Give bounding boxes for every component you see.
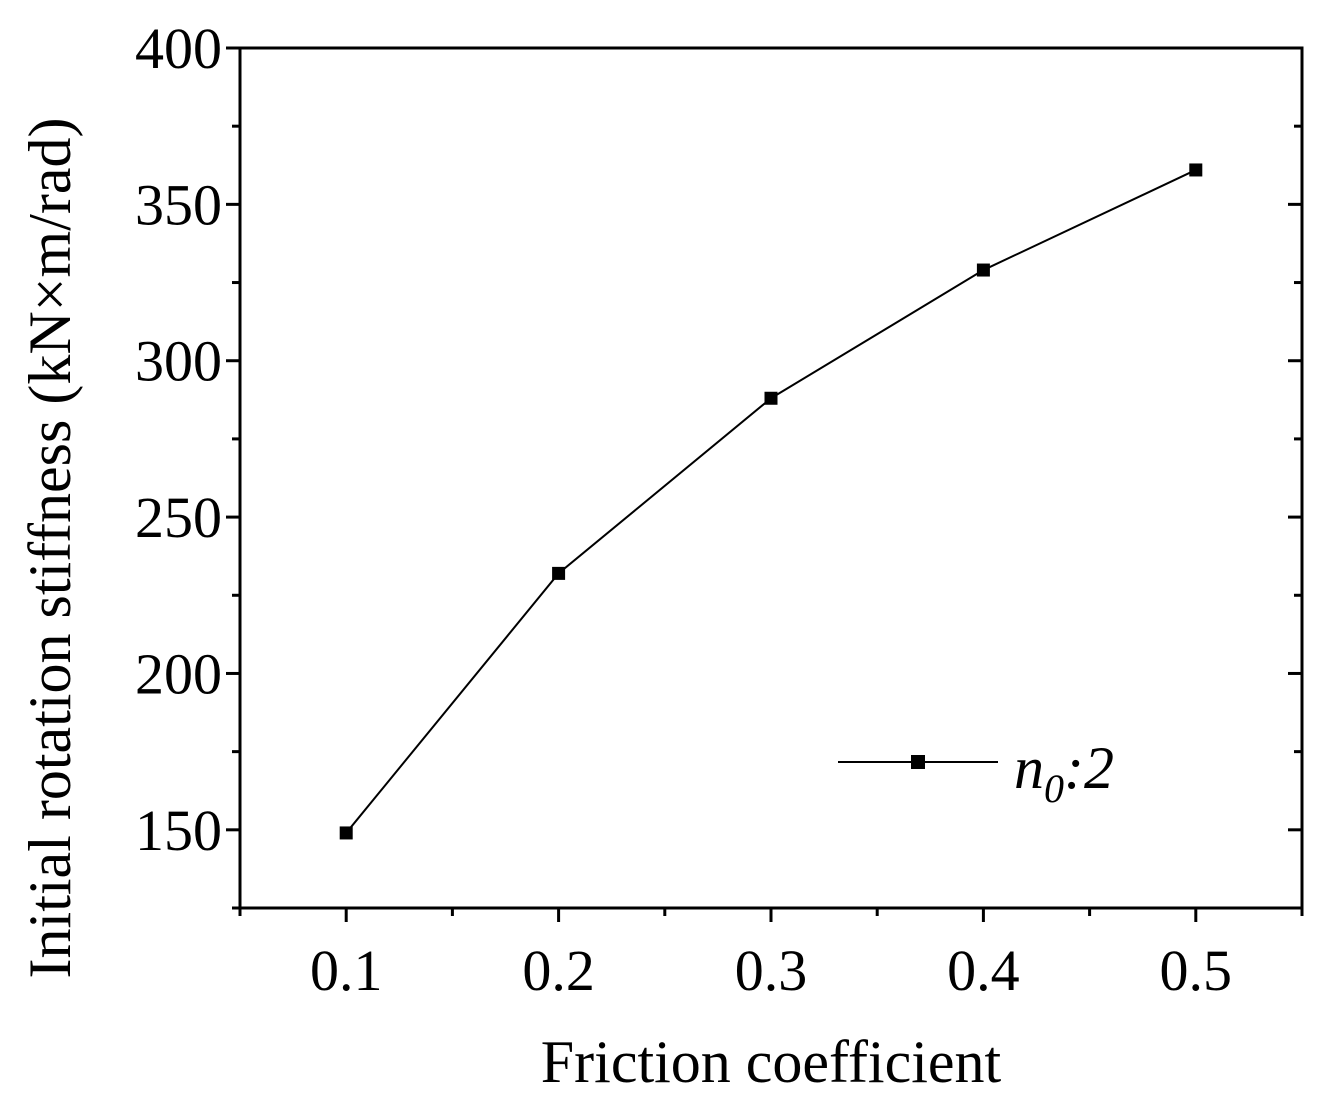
y-tick-label: 400 [135,16,222,81]
y-axis-title: Initial rotation stiffness (kN×m/rad) [17,118,83,979]
y-tick-label: 250 [135,485,222,550]
data-point [339,826,353,840]
x-tick-labels: 0.1 0.2 0.3 0.4 0.5 [310,938,1232,1003]
y-tick-label: 200 [135,641,222,706]
plot-frame [238,46,1304,910]
legend: n0:2 [838,735,1114,811]
data-point [764,391,778,405]
x-tick-label: 0.1 [310,938,383,1003]
y-tick-label: 300 [135,329,222,394]
legend-label-rest: :2 [1064,735,1114,801]
y-tick-label: 150 [135,798,222,863]
data-point [1189,163,1203,177]
x-tick-label: 0.5 [1160,938,1233,1003]
series-layer [339,163,1203,840]
series-line [345,169,1197,834]
x-tick-label: 0.2 [522,938,595,1003]
legend-marker [911,755,925,769]
data-point [552,566,566,580]
legend-label: n0:2 [1014,735,1114,811]
x-tick-label: 0.4 [947,938,1020,1003]
data-point [976,263,990,277]
x-axis-title: Friction coefficient [541,1029,1002,1095]
y-tick-labels: 150 200 250 300 350 400 [135,16,222,863]
legend-label-sub: 0 [1044,766,1064,811]
y-tick-label: 350 [135,172,222,237]
axis-ticks [226,46,1304,922]
legend-label-main: n [1014,735,1044,801]
x-tick-label: 0.3 [735,938,808,1003]
